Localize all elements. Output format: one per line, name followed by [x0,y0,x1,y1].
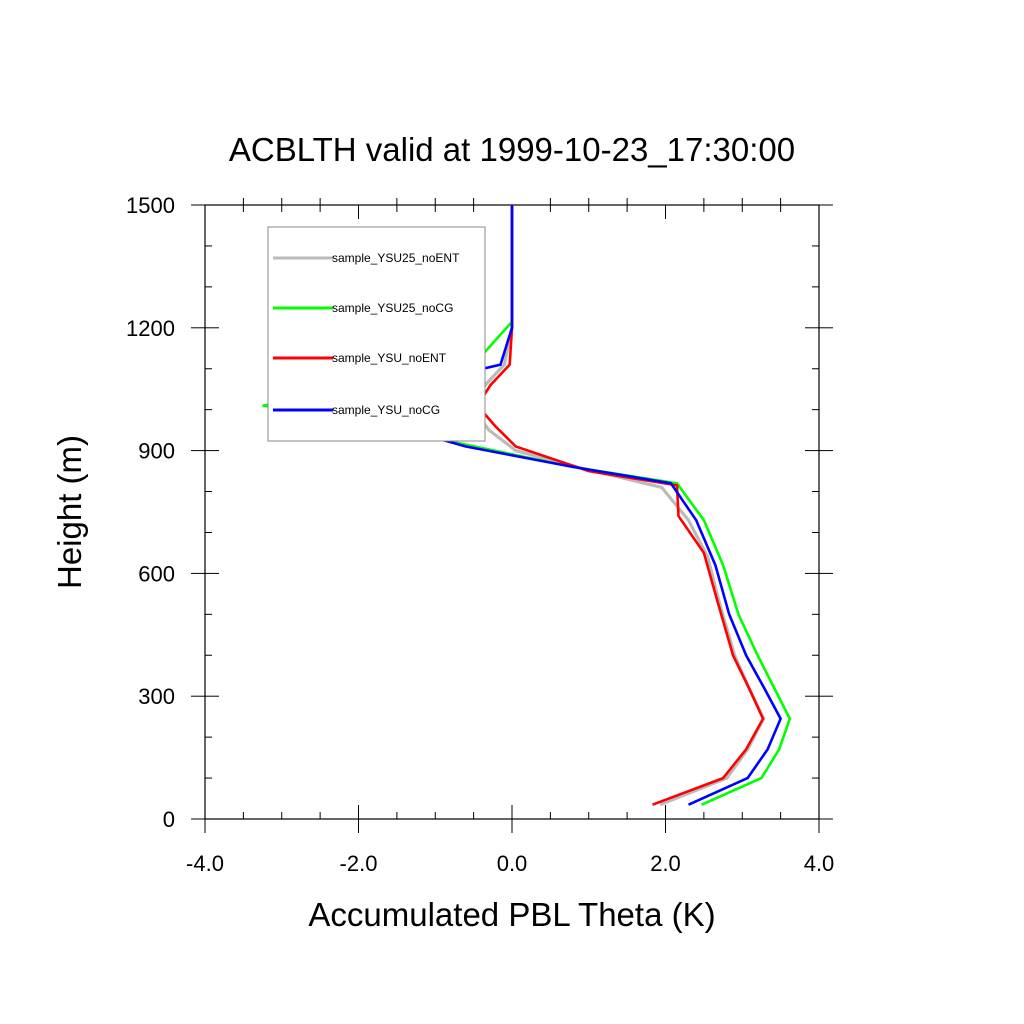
x-axis-label: Accumulated PBL Theta (K) [308,896,715,933]
legend-entry-label: sample_YSU25_noENT [332,251,460,265]
series-line-sample_YSU25_noENT [471,205,766,807]
y-tick-label: 1200 [126,316,175,341]
series-line-sample_YSU_noENT [475,205,765,806]
y-tick-label: 900 [138,439,175,464]
axis-ticks: -4.0 -2.0 0.0 2.0 4.0 0 300 600 900 1200 1500 [126,193,834,876]
chart-title: ACBLTH valid at 1999-10-23_17:30:00 [229,131,795,168]
y-tick-label: 0 [163,807,175,832]
x-tick-label: 0.0 [497,851,528,876]
x-tick-label: -2.0 [340,851,378,876]
legend-entry-label: sample_YSU_noCG [332,403,440,417]
x-tick-label: 2.0 [650,851,681,876]
x-tick-label: 4.0 [804,851,835,876]
legend-entry-label: sample_YSU_noENT [332,351,447,365]
legend-entry-label: sample_YSU25_noCG [332,301,453,315]
x-tick-label: -4.0 [186,851,224,876]
y-tick-label: 1500 [126,193,175,218]
y-tick-label: 600 [138,561,175,586]
legend: sample_YSU25_noENT sample_YSU25_noCGsampl… [267,226,486,442]
legend-box [267,226,486,442]
y-tick-label: 300 [138,684,175,709]
y-axis-label: Height (m) [51,435,88,589]
